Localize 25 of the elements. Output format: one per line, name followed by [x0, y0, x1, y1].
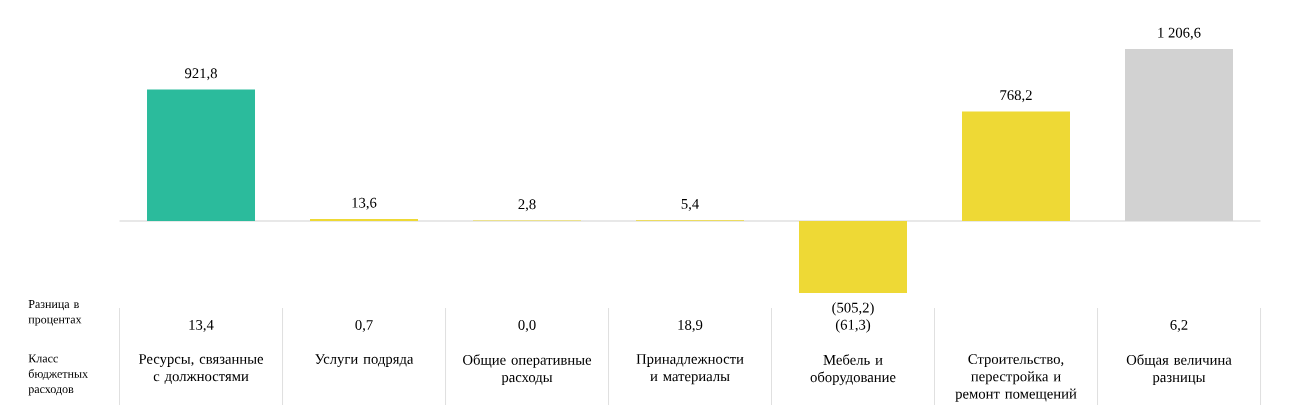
data-label: 1 206,6	[1158, 27, 1201, 40]
bar	[962, 111, 1070, 221]
text: 18,9	[678, 320, 703, 333]
x-tick-label: Мебель и оборудование	[810, 354, 896, 386]
data-label: 13,6	[352, 197, 377, 210]
x-tick-label: Ресурсы, связанные с должностями	[138, 354, 264, 384]
text: 0,0	[518, 320, 536, 333]
text: 0,7	[355, 320, 373, 333]
data-label: 921,8	[184, 68, 217, 81]
x-tick-label: Общие оперативные расходы	[463, 354, 592, 386]
x-tick-label: Строительство, перестройка и ремонт помещений	[955, 354, 1077, 402]
text: 6,2	[1170, 320, 1188, 332]
data-label: 5,4	[681, 199, 699, 211]
x-tick-label: Общая величина разницы	[1126, 354, 1232, 386]
x-tick-label: Услуги подряда	[315, 354, 414, 367]
bar	[799, 220, 907, 293]
text: 13,4	[189, 320, 214, 332]
bar	[147, 89, 256, 221]
data-label: (505,2)	[832, 302, 874, 316]
data-label: 2,8	[518, 199, 536, 212]
data-label: 768,2	[1000, 90, 1032, 103]
text: Разница в процентах	[28, 300, 82, 326]
x-tick-label: Принадлежности и материалы	[636, 354, 744, 385]
text: Класс бюджетных расходов	[28, 354, 88, 396]
text: (61,3)	[835, 319, 871, 333]
